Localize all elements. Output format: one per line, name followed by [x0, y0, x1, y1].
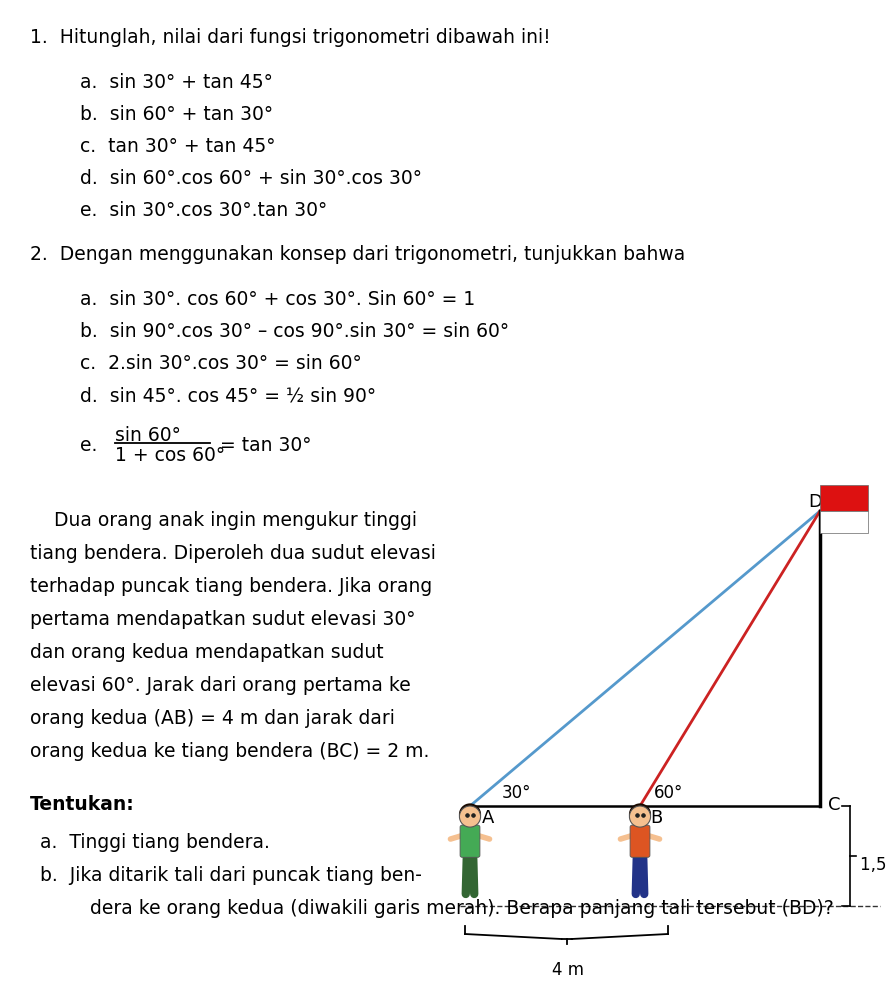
Text: B: B — [650, 809, 662, 827]
Bar — [820, 511, 868, 533]
Text: dera ke orang kedua (diwakili garis merah). Berapa panjang tali tersebut (BD)?: dera ke orang kedua (diwakili garis mera… — [60, 899, 834, 918]
Circle shape — [459, 806, 480, 827]
Circle shape — [629, 803, 651, 825]
Text: 30°: 30° — [502, 784, 532, 802]
Text: orang kedua ke tiang bendera (BC) = 2 m.: orang kedua ke tiang bendera (BC) = 2 m. — [30, 742, 430, 761]
FancyBboxPatch shape — [630, 825, 650, 857]
Text: 1 + cos 60°: 1 + cos 60° — [115, 446, 226, 465]
Text: a.  sin 30°. cos 60° + cos 30°. Sin 60° = 1: a. sin 30°. cos 60° + cos 30°. Sin 60° =… — [80, 290, 475, 309]
Text: orang kedua (AB) = 4 m dan jarak dari: orang kedua (AB) = 4 m dan jarak dari — [30, 709, 395, 728]
Text: d.  sin 45°. cos 45° = ½ sin 90°: d. sin 45°. cos 45° = ½ sin 90° — [80, 386, 377, 405]
Text: 2.  Dengan menggunakan konsep dari trigonometri, tunjukkan bahwa: 2. Dengan menggunakan konsep dari trigon… — [30, 245, 686, 264]
Text: d.  sin 60°.cos 60° + sin 30°.cos 30°: d. sin 60°.cos 60° + sin 30°.cos 30° — [80, 169, 422, 188]
Text: b.  Jika ditarik tali dari puncak tiang ben-: b. Jika ditarik tali dari puncak tiang b… — [40, 866, 422, 885]
Text: 1,5 m: 1,5 m — [860, 856, 888, 874]
Text: c.  2.sin 30°.cos 30° = sin 60°: c. 2.sin 30°.cos 30° = sin 60° — [80, 354, 361, 373]
Text: tiang bendera. Diperoleh dua sudut elevasi: tiang bendera. Diperoleh dua sudut eleva… — [30, 544, 436, 563]
Text: pertama mendapatkan sudut elevasi 30°: pertama mendapatkan sudut elevasi 30° — [30, 610, 416, 629]
Text: e.  sin 30°.cos 30°.tan 30°: e. sin 30°.cos 30°.tan 30° — [80, 201, 328, 220]
Text: dan orang kedua mendapatkan sudut: dan orang kedua mendapatkan sudut — [30, 643, 384, 662]
Text: 4 m: 4 m — [551, 961, 583, 979]
Text: A: A — [482, 809, 495, 827]
Text: C: C — [828, 796, 841, 814]
Circle shape — [459, 803, 481, 825]
FancyBboxPatch shape — [460, 825, 480, 857]
Text: sin 60°: sin 60° — [115, 426, 181, 445]
Text: Tentukan:: Tentukan: — [30, 795, 135, 814]
Circle shape — [630, 806, 651, 827]
Text: D: D — [808, 493, 822, 511]
Text: Dua orang anak ingin mengukur tinggi: Dua orang anak ingin mengukur tinggi — [30, 511, 417, 530]
Text: 1.  Hitunglah, nilai dari fungsi trigonometri dibawah ini!: 1. Hitunglah, nilai dari fungsi trigonom… — [30, 28, 551, 47]
Text: 60°: 60° — [654, 784, 684, 802]
Text: e.: e. — [80, 436, 98, 455]
Text: a.  Tinggi tiang bendera.: a. Tinggi tiang bendera. — [40, 833, 270, 852]
Text: b.  sin 60° + tan 30°: b. sin 60° + tan 30° — [80, 105, 274, 124]
Text: elevasi 60°. Jarak dari orang pertama ke: elevasi 60°. Jarak dari orang pertama ke — [30, 676, 411, 695]
Text: terhadap puncak tiang bendera. Jika orang: terhadap puncak tiang bendera. Jika oran… — [30, 577, 432, 596]
Bar — [820, 485, 868, 511]
Text: b.  sin 90°.cos 30° – cos 90°.sin 30° = sin 60°: b. sin 90°.cos 30° – cos 90°.sin 30° = s… — [80, 322, 509, 341]
Text: a.  sin 30° + tan 45°: a. sin 30° + tan 45° — [80, 73, 273, 92]
Text: c.  tan 30° + tan 45°: c. tan 30° + tan 45° — [80, 137, 275, 156]
Text: = tan 30°: = tan 30° — [220, 436, 312, 455]
